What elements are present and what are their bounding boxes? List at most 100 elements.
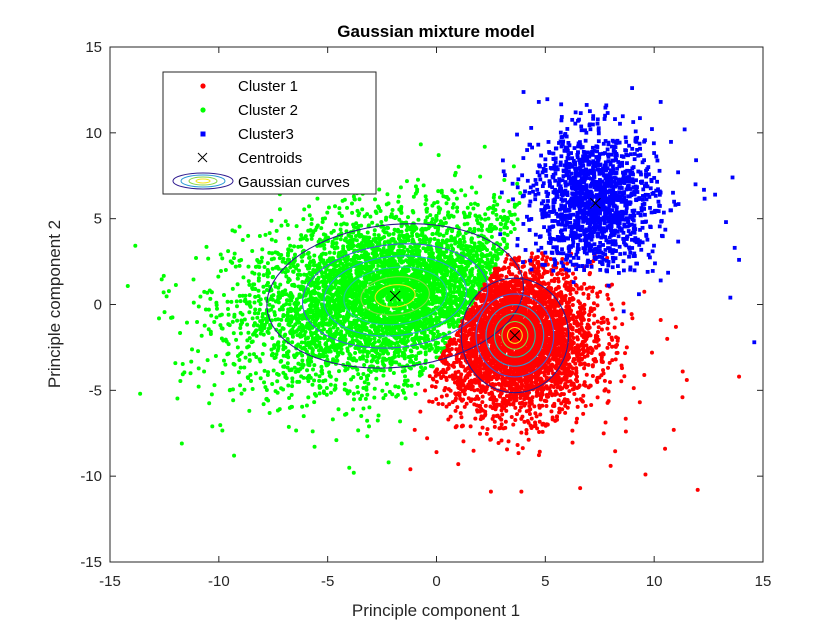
cluster-2-point — [403, 396, 408, 401]
cluster-2-point — [370, 242, 375, 247]
cluster-2-point — [254, 355, 259, 360]
cluster-2-point — [309, 236, 314, 241]
cluster-2-point — [424, 207, 429, 212]
cluster-2-point — [213, 353, 218, 358]
cluster-2-point — [238, 365, 243, 370]
cluster-2-point — [427, 301, 432, 306]
cluster-2-point — [399, 210, 404, 215]
cluster-2-point — [353, 234, 358, 239]
cluster-2-point — [273, 317, 278, 322]
cluster-2-point — [234, 299, 239, 304]
cluster-2-point — [414, 232, 419, 237]
cluster-2-point — [439, 269, 444, 274]
cluster-2-point — [253, 286, 258, 291]
cluster-2-point — [398, 239, 403, 244]
cluster-2-point — [265, 373, 270, 378]
cluster-2-point — [300, 362, 305, 367]
cluster-2-point — [342, 381, 347, 386]
cluster-2-point — [261, 284, 266, 289]
cluster-2-point — [466, 249, 471, 254]
cluster-2-point — [485, 248, 490, 253]
cluster-2-point — [374, 376, 379, 381]
cluster-2-point — [438, 312, 443, 317]
cluster-2-point — [264, 396, 269, 401]
cluster-2-point — [255, 264, 260, 269]
cluster-2-point — [221, 293, 226, 298]
cluster-2-point — [329, 230, 334, 235]
cluster-2-point — [262, 368, 267, 373]
cluster-2-point — [275, 348, 280, 353]
cluster-2-point — [366, 373, 371, 378]
cluster-2-point — [299, 244, 304, 249]
cluster-2-point — [323, 341, 328, 346]
cluster-2-point — [411, 194, 416, 199]
cluster-2-point — [419, 298, 424, 303]
cluster-2-point — [379, 219, 384, 224]
cluster-2-point — [479, 228, 484, 233]
cluster-2-point — [317, 374, 322, 379]
cluster-2-point — [312, 253, 317, 258]
cluster-2-point — [415, 187, 420, 192]
cluster-2-point — [307, 263, 312, 268]
cluster-2-point — [414, 297, 419, 302]
cluster-2-point — [309, 222, 314, 227]
cluster-2-point — [286, 280, 291, 285]
cluster-2-point — [483, 217, 488, 222]
cluster-2-point — [298, 294, 303, 299]
cluster-2-point — [299, 334, 304, 339]
cluster-2-point — [380, 349, 385, 354]
cluster-2-point — [229, 299, 234, 304]
cluster-2-point — [365, 230, 370, 235]
cluster-2-point — [270, 336, 275, 341]
cluster-2-point — [353, 333, 358, 338]
cluster-2-point — [388, 269, 393, 274]
cluster-2-point — [239, 350, 244, 355]
cluster-2-point — [377, 339, 382, 344]
cluster-2-point — [380, 309, 385, 314]
cluster-2-point — [478, 248, 483, 253]
cluster-2-point — [430, 251, 435, 256]
cluster-2-point — [442, 216, 447, 221]
cluster-2-point — [299, 233, 304, 238]
cluster-2-point — [260, 312, 265, 317]
cluster-2-point — [455, 205, 460, 210]
cluster-2-point — [321, 351, 326, 356]
cluster-2-point — [301, 414, 306, 419]
cluster-2-point — [352, 258, 357, 263]
cluster-2-point — [246, 264, 251, 269]
cluster-2-point — [245, 300, 250, 305]
cluster-2-point — [437, 332, 442, 337]
cluster-2-point — [248, 304, 253, 309]
cluster-2-point — [340, 198, 345, 203]
cluster-2-point — [472, 226, 477, 231]
cluster-2-point — [430, 232, 435, 237]
cluster-2-point — [375, 418, 380, 423]
cluster-2-point — [284, 376, 289, 381]
cluster-2-point — [437, 252, 442, 257]
cluster-2-point — [401, 337, 406, 342]
cluster-2-point — [339, 346, 344, 351]
cluster-2-point — [312, 363, 317, 368]
cluster-2-point — [455, 209, 460, 214]
cluster-2-point — [333, 386, 338, 391]
cluster-2-point — [435, 281, 440, 286]
cluster-2-point — [428, 213, 433, 218]
cluster-2-point — [423, 334, 428, 339]
cluster-2-point — [402, 245, 407, 250]
cluster-2-point — [446, 279, 451, 284]
cluster-2-point — [259, 259, 264, 264]
cluster-2-point — [226, 306, 231, 311]
cluster-2-point — [480, 242, 485, 247]
cluster-2-point — [384, 270, 389, 275]
cluster-2-point — [317, 385, 322, 390]
cluster-2-point — [384, 202, 389, 207]
cluster-2-point — [371, 355, 376, 360]
cluster-2-point — [299, 340, 304, 345]
cluster-2-point — [271, 368, 276, 373]
cluster-2-point — [505, 219, 510, 224]
cluster-2-point — [325, 210, 330, 215]
cluster-2-point — [486, 263, 491, 268]
cluster-2-point — [302, 272, 307, 277]
cluster-2-point — [376, 204, 381, 209]
cluster-2-point — [326, 338, 331, 343]
